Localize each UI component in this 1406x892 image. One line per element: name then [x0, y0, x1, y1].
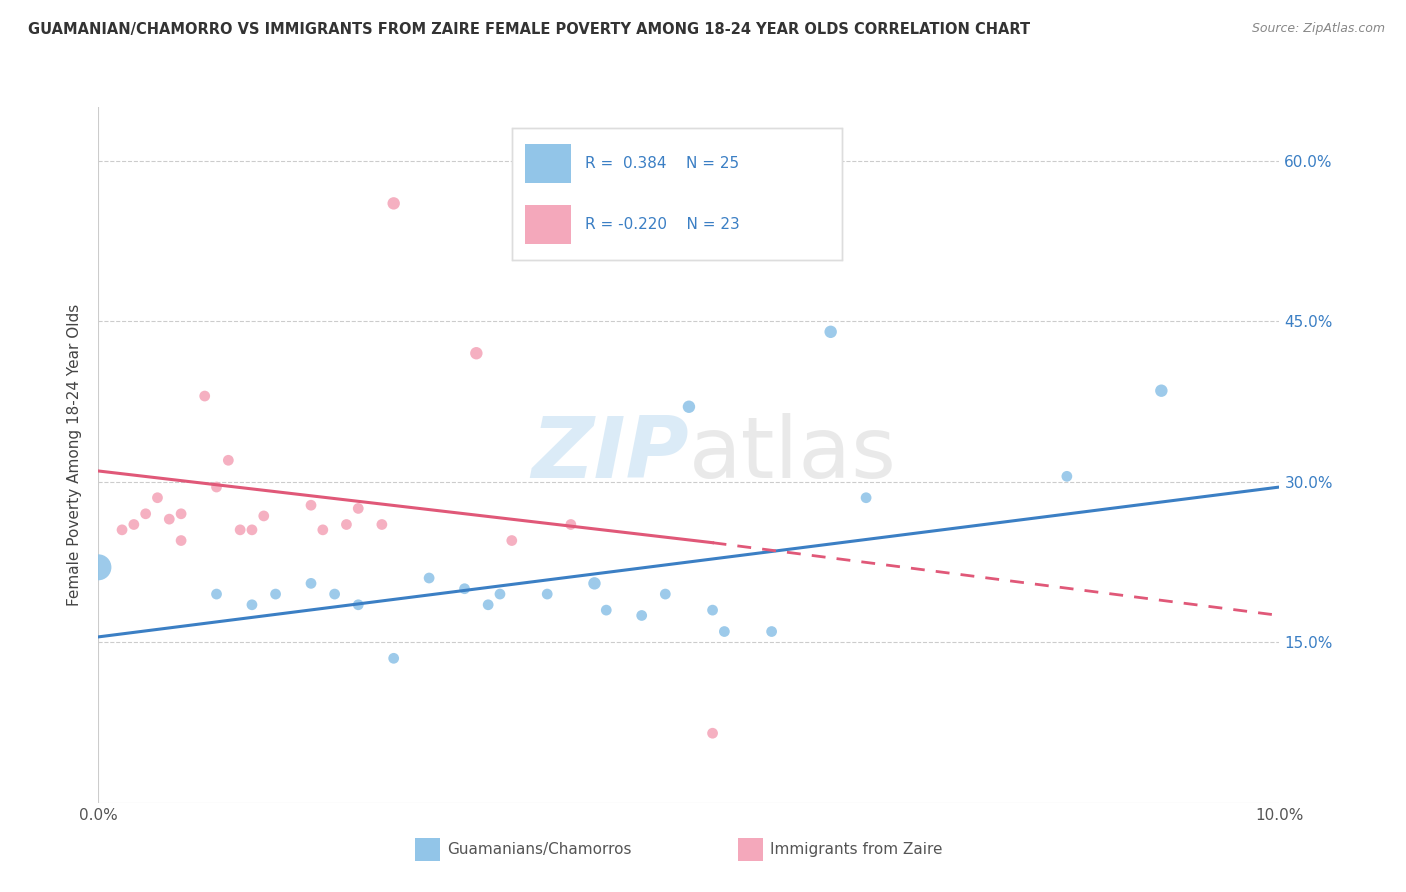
- Point: [713, 624, 735, 639]
- Point: [312, 523, 335, 537]
- Point: [820, 325, 842, 339]
- Point: [654, 587, 676, 601]
- Point: [465, 346, 488, 360]
- Point: [560, 517, 582, 532]
- Text: ZIP: ZIP: [531, 413, 689, 497]
- Point: [335, 517, 357, 532]
- Text: Immigrants from Zaire: Immigrants from Zaire: [770, 842, 943, 856]
- Point: [135, 507, 157, 521]
- Text: atlas: atlas: [689, 413, 897, 497]
- Point: [347, 598, 370, 612]
- Point: [240, 523, 263, 537]
- Point: [536, 587, 558, 601]
- Point: [170, 533, 193, 548]
- Point: [855, 491, 877, 505]
- Point: [702, 603, 724, 617]
- Point: [630, 608, 652, 623]
- Point: [702, 726, 724, 740]
- Point: [194, 389, 217, 403]
- Text: Guamanians/Chamorros: Guamanians/Chamorros: [447, 842, 631, 856]
- Point: [595, 603, 617, 617]
- Point: [477, 598, 499, 612]
- Point: [264, 587, 287, 601]
- Point: [217, 453, 239, 467]
- Y-axis label: Female Poverty Among 18-24 Year Olds: Female Poverty Among 18-24 Year Olds: [67, 304, 83, 606]
- Point: [205, 587, 228, 601]
- Point: [229, 523, 252, 537]
- Point: [323, 587, 346, 601]
- Point: [382, 196, 405, 211]
- Point: [382, 651, 405, 665]
- Point: [371, 517, 394, 532]
- Point: [501, 533, 523, 548]
- Point: [240, 598, 263, 612]
- Point: [299, 498, 322, 512]
- Point: [122, 517, 145, 532]
- Text: GUAMANIAN/CHAMORRO VS IMMIGRANTS FROM ZAIRE FEMALE POVERTY AMONG 18-24 YEAR OLDS: GUAMANIAN/CHAMORRO VS IMMIGRANTS FROM ZA…: [28, 22, 1031, 37]
- Point: [761, 624, 783, 639]
- Point: [1056, 469, 1078, 483]
- Point: [453, 582, 475, 596]
- Point: [170, 507, 193, 521]
- Point: [253, 508, 276, 523]
- Point: [489, 587, 512, 601]
- Text: Source: ZipAtlas.com: Source: ZipAtlas.com: [1251, 22, 1385, 36]
- Point: [111, 523, 134, 537]
- Point: [157, 512, 180, 526]
- Point: [418, 571, 440, 585]
- Point: [583, 576, 606, 591]
- Point: [205, 480, 228, 494]
- Point: [87, 560, 110, 574]
- Point: [1150, 384, 1173, 398]
- Point: [146, 491, 169, 505]
- Point: [347, 501, 370, 516]
- Point: [299, 576, 322, 591]
- Point: [678, 400, 700, 414]
